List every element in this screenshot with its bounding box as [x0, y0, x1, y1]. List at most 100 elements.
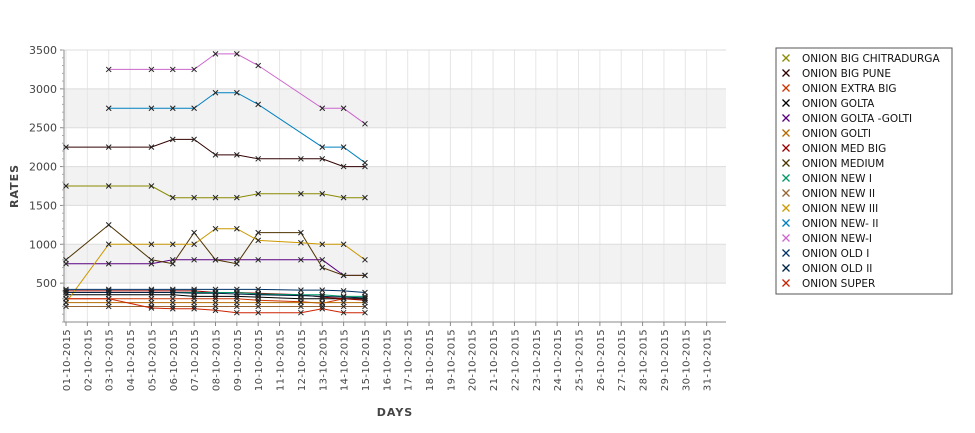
data-point	[319, 293, 326, 300]
data-point	[105, 289, 112, 296]
legend-marker	[782, 144, 790, 152]
grid-band	[64, 244, 726, 284]
series-13	[63, 286, 368, 296]
series-layer	[63, 51, 368, 316]
legend-label: ONION OLD I	[802, 248, 869, 260]
data-point	[169, 303, 176, 310]
legend-marker	[782, 159, 790, 167]
legend-marker	[782, 54, 790, 62]
legend-marker	[782, 84, 790, 92]
data-point	[362, 309, 368, 316]
data-point	[255, 309, 262, 316]
legend-label: ONION GOLTA -GOLTI	[802, 113, 912, 125]
data-point	[255, 101, 262, 108]
data-point	[212, 225, 219, 232]
data-point	[191, 229, 197, 236]
data-point	[362, 272, 368, 279]
legend-marker	[782, 204, 790, 212]
data-point	[191, 256, 197, 263]
data-point	[105, 260, 112, 267]
legend-marker	[782, 264, 790, 272]
x-tick-label: 15-10-2015	[361, 329, 372, 391]
x-tick-label: 14-10-2015	[340, 329, 351, 391]
data-point	[340, 294, 347, 300]
x-tick-label: 10-10-2015	[254, 329, 265, 391]
legend-marker	[782, 114, 790, 122]
series-11	[105, 89, 368, 166]
data-point	[63, 295, 69, 302]
x-tick-label: 22-10-2015	[510, 329, 521, 391]
data-point	[298, 287, 304, 293]
y-axis-title: RATES	[8, 164, 21, 208]
data-point	[362, 120, 368, 127]
data-point	[148, 183, 155, 189]
data-point	[233, 51, 240, 57]
data-point	[255, 237, 262, 244]
data-point	[319, 294, 326, 300]
x-tick-label: 17-10-2015	[404, 329, 415, 391]
data-point	[255, 62, 262, 69]
data-point	[212, 256, 219, 263]
data-point	[191, 303, 197, 310]
series-line	[108, 92, 366, 164]
series-0	[63, 183, 368, 201]
series-12	[105, 51, 368, 127]
data-point	[319, 144, 326, 150]
x-tick-label: 02-10-2015	[83, 329, 94, 391]
y-tick-label: 3500	[29, 44, 57, 57]
data-point	[148, 256, 155, 263]
legend-label: ONION BIG PUNE	[802, 68, 891, 80]
series-line	[66, 185, 365, 199]
legend-marker	[782, 129, 790, 137]
legend: ONION BIG CHITRADURGA ONION BIG PUNE ONION…	[775, 47, 953, 295]
data-point	[255, 291, 262, 297]
data-point	[340, 288, 347, 294]
data-point	[212, 307, 219, 314]
data-point	[169, 289, 176, 296]
series-line	[65, 228, 366, 303]
legend-label: ONION NEW I	[802, 173, 872, 185]
data-point	[255, 190, 262, 197]
data-point	[233, 89, 240, 96]
x-tick-label: 01-10-2015	[62, 329, 73, 391]
legend-label: ONION NEW III	[802, 203, 878, 215]
x-tick-label: 16-10-2015	[382, 329, 393, 391]
x-tick-label: 19-10-2015	[446, 329, 457, 391]
y-tick-label: 1000	[29, 238, 57, 251]
x-tick-label: 03-10-2015	[105, 329, 116, 391]
data-point	[191, 305, 197, 312]
data-point	[169, 194, 176, 201]
x-tick-label: 25-10-2015	[575, 329, 586, 391]
data-point	[169, 260, 176, 267]
data-point	[105, 66, 112, 73]
data-point	[148, 105, 155, 112]
data-point	[319, 190, 326, 197]
data-point	[169, 105, 176, 112]
legend-marker	[782, 249, 790, 257]
y-tick-label: 500	[36, 277, 57, 290]
legend-marker	[782, 174, 790, 182]
data-point	[148, 241, 155, 248]
data-point	[298, 229, 304, 236]
data-point	[191, 241, 197, 248]
data-point	[63, 183, 69, 189]
series-14	[63, 289, 368, 301]
legend-label: ONION MED BIG	[802, 143, 886, 155]
data-point	[148, 66, 155, 73]
data-point	[340, 194, 347, 201]
data-point	[105, 241, 112, 248]
legend-label: ONION GOLTI	[802, 128, 871, 140]
data-point	[319, 287, 326, 293]
data-point	[105, 105, 112, 112]
data-point	[319, 305, 326, 312]
data-point	[340, 163, 347, 170]
data-point	[362, 303, 368, 310]
data-point	[362, 159, 368, 166]
data-point	[191, 105, 197, 112]
data-point	[362, 289, 368, 296]
data-point	[319, 264, 326, 271]
data-point	[233, 260, 240, 267]
data-point	[255, 303, 262, 310]
